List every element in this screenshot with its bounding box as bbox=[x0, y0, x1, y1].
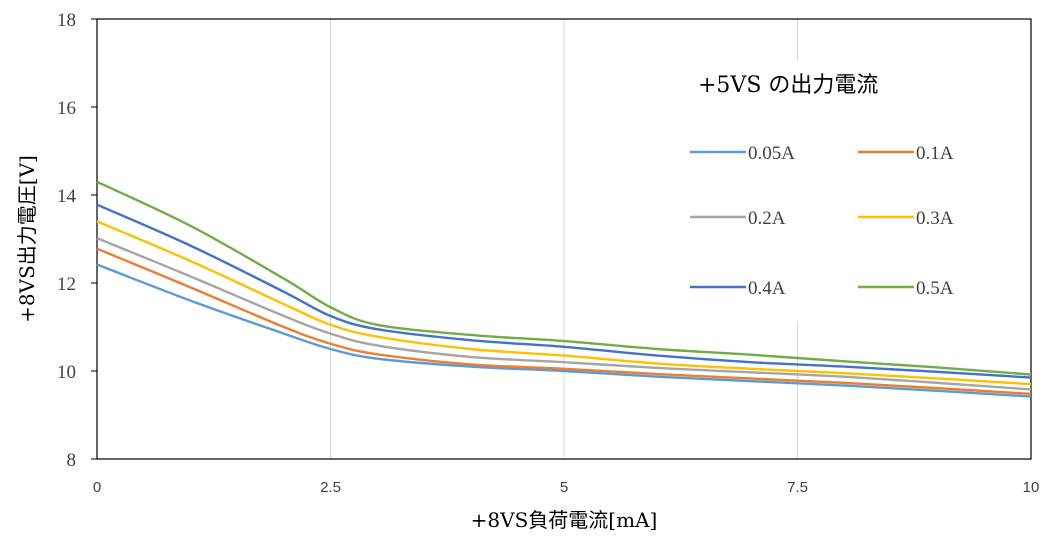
x-tick-label: 0 bbox=[93, 479, 101, 496]
y-tick-labels: 8 10 12 14 16 18 bbox=[57, 10, 77, 471]
series-line-0.05A bbox=[96, 263, 1032, 398]
x-tick-labels: 0 2.5 5 7.5 10 bbox=[93, 479, 1040, 496]
y-tick-label: 14 bbox=[57, 186, 77, 207]
y-axis-title: +8VS出力電圧[V] bbox=[15, 155, 39, 323]
y-tick-label: 10 bbox=[57, 362, 76, 383]
legend-label-0.05A: 0.05A bbox=[748, 143, 795, 164]
y-tick-label: 8 bbox=[67, 450, 77, 471]
legend-box bbox=[665, 60, 1027, 322]
x-axis-title: +8VS負荷電流[mA] bbox=[471, 508, 658, 532]
legend-label-0.1A: 0.1A bbox=[916, 143, 954, 164]
legend: 0.05A 0.1A 0.2A 0.3A 0.4A 0.5A bbox=[690, 143, 954, 299]
legend-label-0.4A: 0.4A bbox=[748, 278, 786, 299]
series-line-0.4A bbox=[96, 203, 1032, 379]
x-tick-label: 7.5 bbox=[787, 479, 808, 496]
y-tick-label: 16 bbox=[57, 98, 76, 119]
x-tick-label: 2.5 bbox=[320, 479, 341, 496]
series-line-0.2A bbox=[96, 237, 1032, 391]
legend-label-0.3A: 0.3A bbox=[916, 208, 954, 229]
series-line-0.5A bbox=[96, 180, 1032, 376]
legend-label-0.2A: 0.2A bbox=[748, 208, 786, 229]
series-line-0.1A bbox=[96, 247, 1032, 396]
legend-title: +5VS の出力電流 bbox=[698, 73, 878, 98]
y-tick-label: 12 bbox=[57, 274, 76, 295]
series-group bbox=[96, 180, 1032, 398]
x-tick-label: 5 bbox=[560, 479, 568, 496]
x-tick-label: 10 bbox=[1023, 479, 1040, 496]
legend-label-0.5A: 0.5A bbox=[916, 278, 954, 299]
series-line-0.3A bbox=[96, 220, 1032, 386]
y-tick-label: 18 bbox=[57, 10, 76, 31]
